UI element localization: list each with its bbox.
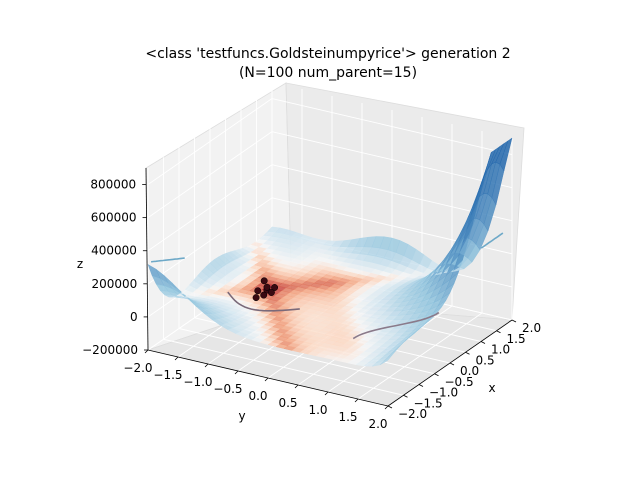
- z-tick-label: 400000: [91, 244, 137, 258]
- population-point: [260, 277, 268, 285]
- z-axis-label: z: [77, 257, 83, 271]
- surface: [147, 137, 513, 367]
- y-tick-label: −0.5: [213, 382, 242, 396]
- y-tick-mark: [324, 391, 329, 396]
- x-tick-label: −1.5: [414, 396, 443, 410]
- x-tick-label: −2.0: [398, 407, 427, 421]
- x-tick-mark: [511, 319, 517, 323]
- y-tick-label: −1.5: [153, 368, 182, 382]
- y-tick-label: 1.0: [308, 403, 327, 417]
- population-point: [271, 284, 279, 291]
- x-tick-mark: [387, 405, 393, 409]
- x-tick-label: 0.5: [476, 353, 495, 367]
- chart-title-line1: <class 'testfuncs.Goldsteinumpyrice'> ge…: [145, 46, 510, 62]
- y-tick-mark: [354, 398, 359, 403]
- chart-title-line2: (N=100 num_parent=15): [239, 65, 417, 81]
- contour-line: [352, 311, 440, 340]
- z-tick-label: −200000: [82, 343, 138, 357]
- y-tick-label: 0.5: [278, 396, 297, 410]
- contour-line: [227, 291, 300, 312]
- y-tick-label: 1.5: [338, 410, 357, 424]
- x-tick-mark: [418, 384, 424, 387]
- x-tick-mark: [480, 341, 486, 344]
- z-tick-label: 800000: [90, 178, 136, 192]
- x-tick-label: 1.5: [507, 332, 526, 346]
- population-point: [267, 289, 275, 296]
- y-tick-mark: [204, 363, 209, 368]
- contour-line: [151, 257, 185, 263]
- x-tick-mark: [496, 330, 501, 334]
- y-axis-label: y: [238, 409, 245, 423]
- x-tick-label: 2.0: [522, 321, 541, 335]
- y-tick-mark: [174, 356, 179, 361]
- x-tick-mark: [449, 362, 455, 366]
- y-tick-label: 0.0: [248, 389, 267, 403]
- contour-line: [480, 232, 504, 249]
- y-tick-label: −1.0: [183, 375, 212, 389]
- z-axis-ticks: −200000 0 200000 400000 600000 800000: [82, 178, 148, 357]
- y-tick-mark: [384, 405, 389, 410]
- y-tick-mark: [144, 349, 149, 354]
- y-tick-mark: [234, 370, 239, 375]
- y-tick-label: 2.0: [368, 417, 387, 431]
- population-point: [254, 287, 262, 295]
- z-tick-label: 0: [130, 310, 138, 324]
- population-point: [263, 283, 271, 291]
- x-tick-mark: [465, 351, 470, 355]
- z-tick-label: 200000: [91, 277, 137, 291]
- population-points: [252, 277, 279, 302]
- x-tick-mark: [434, 373, 439, 377]
- z-axis-line: [145, 167, 149, 351]
- y-tick-mark: [294, 384, 299, 389]
- surface-patch: [499, 137, 513, 172]
- contour-lines: [151, 232, 504, 340]
- x-tick-label: −0.5: [445, 375, 474, 389]
- population-point: [252, 294, 260, 302]
- population-point: [260, 291, 268, 299]
- y-tick-mark: [264, 377, 269, 382]
- x-tick-label: 0.0: [460, 364, 479, 378]
- x-tick-mark: [403, 394, 408, 398]
- z-tick-label: 600000: [91, 211, 137, 225]
- x-tick-label: 1.0: [491, 343, 510, 357]
- y-tick-label: −2.0: [123, 361, 152, 375]
- x-tick-label: −1.0: [429, 386, 458, 400]
- x-axis-label: x: [488, 381, 495, 395]
- y-axis-ticks: −2.0 −1.5 −1.0 −0.5 0.0 0.5 1.0 1.5 2.0: [123, 349, 389, 431]
- x-axis-ticks: −2.0−1.5−1.0−0.50.00.51.01.52.0: [387, 319, 541, 421]
